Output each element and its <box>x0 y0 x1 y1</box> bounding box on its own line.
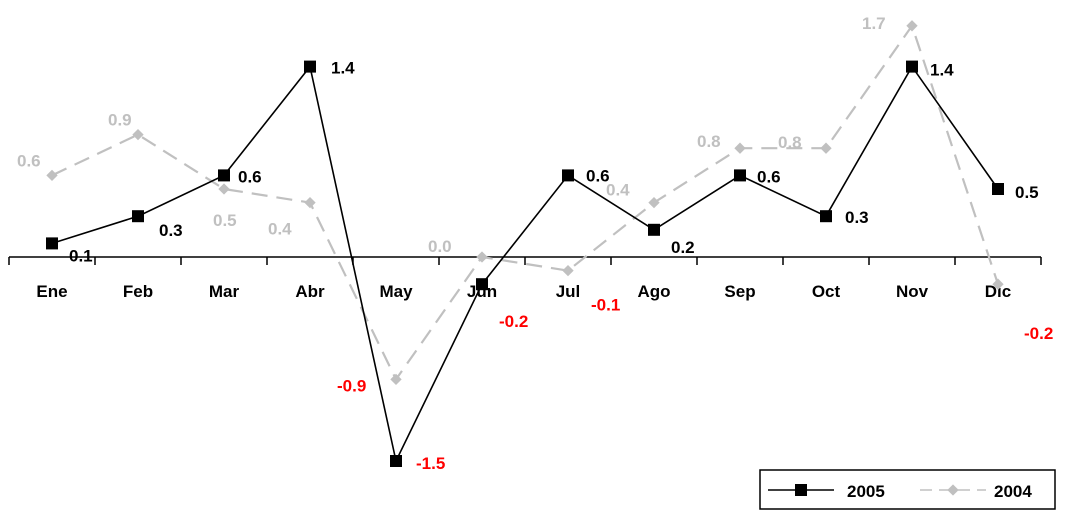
point-2004-feb <box>132 128 144 141</box>
x-tick-label-ene: Ene <box>36 282 67 301</box>
data-label-2004-feb: 0.9 <box>108 111 132 130</box>
data-label-2005-abr: 1.4 <box>331 59 355 78</box>
x-tick-label-abr: Abr <box>295 282 325 301</box>
point-2005-oct <box>820 210 832 223</box>
x-tick-label-jul: Jul <box>556 282 581 301</box>
point-2005-may <box>390 455 402 467</box>
legend-label-2004: 2004 <box>994 482 1032 501</box>
point-2004-dic <box>992 278 1004 290</box>
point-2005-abr <box>304 60 316 73</box>
x-tick-label-oct: Oct <box>812 282 841 301</box>
x-tick-labels: Ene Feb Mar Abr May Jun Jul Ago Sep Oct Nov Dic <box>36 282 1011 301</box>
series-line-2005 <box>51 64 999 464</box>
point-2004-oct <box>820 142 832 154</box>
x-tick-label-may: May <box>379 282 413 301</box>
point-2004-jun <box>476 251 488 263</box>
data-label-2005-oct: 0.3 <box>845 208 869 227</box>
data-label-2005-jun: -0.2 <box>499 312 528 331</box>
x-tick-label-dic: Dic <box>985 282 1011 301</box>
x-tick-label-ago: Ago <box>637 282 670 301</box>
x-tick-label-mar: Mar <box>209 282 240 301</box>
point-2005-feb <box>132 210 144 223</box>
point-2004-ago <box>648 196 660 209</box>
data-label-2005-ene: 0.1 <box>69 246 93 265</box>
data-label-2005-mar: 0.6 <box>238 167 262 186</box>
data-label-2005-sep: 0.6 <box>757 167 781 186</box>
data-label-2004-oct: 0.8 <box>778 133 802 152</box>
data-label-2005-nov: 1.4 <box>930 61 954 80</box>
legend-label-2005: 2005 <box>847 482 885 501</box>
x-axis <box>8 256 1042 265</box>
data-label-2004-jul: -0.1 <box>591 296 620 315</box>
data-label-2004-dic: -0.2 <box>1024 324 1053 343</box>
point-2004-ene <box>46 169 58 182</box>
point-2005-jul <box>562 169 574 182</box>
point-2004-sep <box>734 142 746 154</box>
data-label-2004-ago: 0.4 <box>606 181 630 200</box>
x-tick-label-nov: Nov <box>896 282 929 301</box>
point-2005-nov <box>906 60 918 73</box>
data-label-2004-may: -0.9 <box>337 376 366 395</box>
series-line-2004 <box>51 23 1000 382</box>
x-tick-label-sep: Sep <box>724 282 755 301</box>
point-2005-mar <box>218 169 230 182</box>
point-2005-jun <box>476 278 488 291</box>
point-2004-jul <box>562 264 574 277</box>
data-label-2005-feb: 0.3 <box>159 221 183 240</box>
point-2004-may <box>390 373 402 386</box>
legend-marker-2005 <box>795 484 807 496</box>
x-tick-label-jun: Jun <box>467 282 497 301</box>
series-group <box>46 20 1004 467</box>
data-label-2004-mar: 0.5 <box>213 211 237 230</box>
data-label-2004-jun: 0.0 <box>428 237 452 256</box>
point-2005-dic <box>992 183 1004 195</box>
point-2004-mar <box>218 183 230 195</box>
data-label-2004-sep: 0.8 <box>697 132 721 151</box>
point-2005-ago <box>648 223 660 236</box>
x-tick-label-feb: Feb <box>123 282 153 301</box>
legend: 2005 2004 <box>759 469 1056 510</box>
point-2005-ene <box>46 237 58 250</box>
data-label-2005-ago: 0.2 <box>671 238 695 257</box>
data-label-2004-ene: 0.6 <box>17 151 41 170</box>
data-labels: 0.1 0.3 0.6 1.4 -1.5 -0.2 0.6 0.2 0.6 0.3 1.4 0.5 0.… <box>17 14 1053 473</box>
point-2004-abr <box>304 196 316 209</box>
data-label-2004-nov: 1.7 <box>862 14 886 33</box>
point-2005-sep <box>734 169 746 182</box>
data-label-2005-dic: 0.5 <box>1015 183 1039 202</box>
legend-marker-2004 <box>947 484 959 496</box>
data-label-2004-abr: 0.4 <box>268 220 292 239</box>
data-label-2005-may: -1.5 <box>416 454 445 473</box>
data-label-2005-jul: 0.6 <box>586 166 610 185</box>
